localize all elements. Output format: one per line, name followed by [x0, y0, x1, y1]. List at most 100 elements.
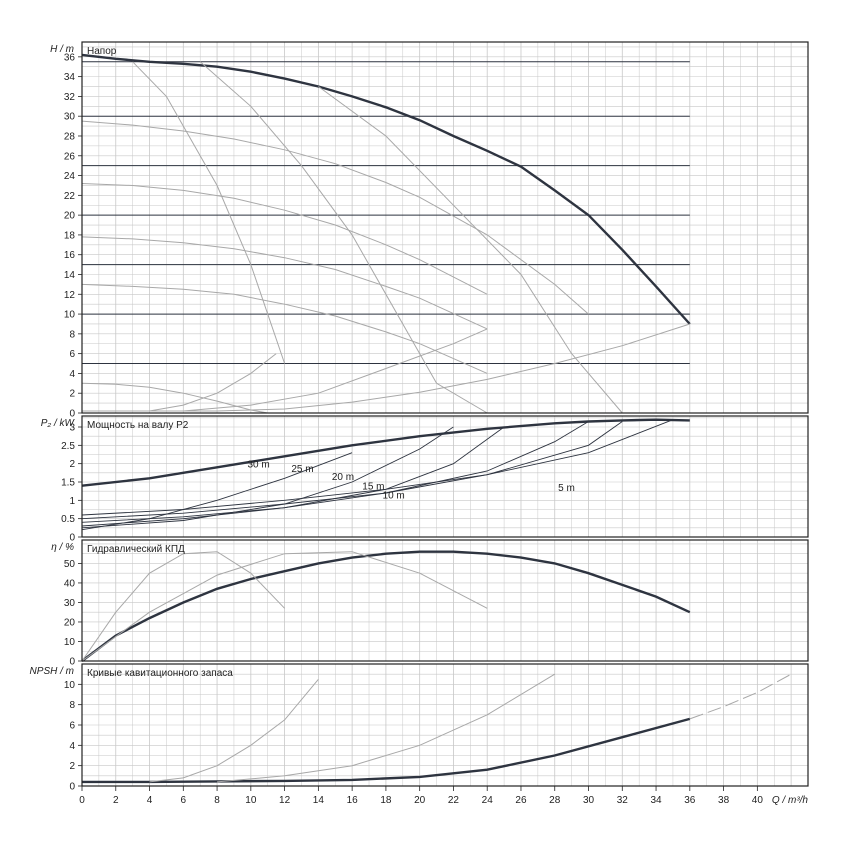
- npsh-ytick-label: 6: [69, 721, 75, 732]
- power-series-setpoint-5: [81, 426, 454, 529]
- power-series-setpoint-3: [81, 421, 589, 523]
- head-frame: [81, 41, 809, 414]
- head-ytick-label: 32: [64, 92, 76, 103]
- power-head-annotation: 15 m: [362, 481, 384, 492]
- efficiency-series-partial-2: [81, 551, 488, 662]
- head-ytick-label: 2: [69, 389, 75, 400]
- x-tick-label: 4: [147, 795, 153, 806]
- head-series-iso-speed-6: [81, 382, 268, 414]
- head-ytick-label: 24: [64, 171, 76, 182]
- x-tick-label: 24: [482, 795, 494, 806]
- head-series-max-speed-0: [81, 53, 691, 325]
- x-tick-label: 0: [79, 795, 85, 806]
- efficiency-panel-title: Гидравлический КПД: [87, 544, 185, 555]
- head-series-iso-speed-5: [81, 283, 488, 374]
- npsh-y-axis-label: NPSH / m: [30, 666, 74, 677]
- head-ytick-label: 6: [69, 349, 75, 360]
- head-ytick-label: 22: [64, 191, 76, 202]
- npsh-ytick-label: 10: [64, 680, 76, 691]
- efficiency-ytick-label: 20: [64, 617, 76, 628]
- power-head-annotation: 30 m: [247, 459, 269, 470]
- head-ytick-label: 0: [69, 409, 75, 420]
- head-ytick-label: 26: [64, 151, 76, 162]
- x-tick-label: 18: [380, 795, 392, 806]
- x-tick-label: 14: [313, 795, 325, 806]
- x-tick-label: 36: [684, 795, 696, 806]
- power-head-annotation: 20 m: [332, 472, 354, 483]
- head-ytick-label: 18: [64, 230, 76, 241]
- x-tick-label: 38: [718, 795, 730, 806]
- x-tick-label: 40: [752, 795, 764, 806]
- x-tick-label: 12: [279, 795, 291, 806]
- npsh-ytick-label: 2: [69, 761, 75, 772]
- head-ytick-label: 8: [69, 329, 75, 340]
- x-tick-label: 20: [414, 795, 426, 806]
- x-axis-label: Q / m³/h: [772, 795, 809, 806]
- x-tick-label: 6: [181, 795, 187, 806]
- power-head-annotation: 10 m: [383, 491, 405, 502]
- x-tick-label: 8: [214, 795, 220, 806]
- x-tick-label: 10: [245, 795, 257, 806]
- npsh-grid: [82, 663, 808, 787]
- head-ytick-label: 34: [64, 72, 76, 83]
- head-series-efficiency-iso-8: [199, 61, 488, 414]
- head-series-efficiency-iso-9: [318, 86, 623, 414]
- head-panel-title: Напор: [87, 46, 117, 57]
- head-ytick-label: 12: [64, 290, 76, 301]
- power-ytick-label: 0.5: [61, 514, 75, 525]
- head-ytick-label: 30: [64, 112, 76, 123]
- head-ytick-label: 36: [64, 52, 76, 63]
- head-y-axis-label: H / m: [50, 44, 74, 55]
- head-ytick-label: 16: [64, 250, 76, 261]
- efficiency-ytick-label: 40: [64, 578, 76, 589]
- power-series-setpoint-6: [81, 452, 353, 531]
- power-ytick-label: 2: [69, 459, 75, 470]
- x-tick-label: 32: [617, 795, 629, 806]
- npsh-series-partial-3: [217, 673, 555, 783]
- x-tick-label: 34: [650, 795, 662, 806]
- efficiency-y-axis-label: η / %: [51, 542, 74, 553]
- efficiency-ytick-label: 10: [64, 637, 76, 648]
- npsh-panel-title: Кривые кавитационного запаса: [87, 668, 233, 679]
- efficiency-ytick-label: 30: [64, 598, 76, 609]
- power-ytick-label: 2.5: [61, 441, 75, 452]
- head-series-iso-speed-3: [81, 183, 488, 295]
- npsh-series-partial-2: [149, 678, 319, 783]
- power-ytick-label: 0: [69, 533, 75, 544]
- power-ytick-label: 3: [69, 423, 75, 434]
- x-tick-label: 30: [583, 795, 595, 806]
- head-series-system-11: [183, 328, 488, 412]
- power-series-setpoint-1: [81, 419, 674, 516]
- x-tick-label: 2: [113, 795, 119, 806]
- efficiency-grid: [82, 540, 808, 662]
- efficiency-ytick-label: 50: [64, 559, 76, 570]
- head-grid: [82, 42, 808, 414]
- power-y-axis-label: P₂ / kW: [41, 418, 76, 429]
- head-ytick-label: 14: [64, 270, 76, 281]
- power-head-annotation: 5 m: [558, 483, 575, 494]
- efficiency-series-max-speed-0: [81, 550, 691, 662]
- x-tick-label: 16: [347, 795, 359, 806]
- power-head-annotation: 25 m: [291, 464, 313, 475]
- head-series-iso-speed-2: [81, 120, 589, 315]
- power-ytick-label: 1: [69, 496, 75, 507]
- power-frame: [81, 415, 809, 538]
- head-ytick-label: 10: [64, 310, 76, 321]
- head-ytick-label: 4: [69, 369, 75, 380]
- head-ytick-label: 20: [64, 211, 76, 222]
- x-tick-label: 22: [448, 795, 460, 806]
- head-ytick-label: 28: [64, 131, 76, 142]
- head-series-iso-speed-4: [81, 236, 488, 330]
- x-tick-label: 26: [515, 795, 527, 806]
- power-series-max-speed-0: [81, 418, 690, 487]
- npsh-series-max-speed-0: [82, 717, 691, 784]
- efficiency-frame: [81, 539, 809, 662]
- npsh-ytick-label: 0: [69, 782, 75, 793]
- head-series-system-10: [149, 353, 277, 412]
- x-tick-label: 28: [549, 795, 561, 806]
- efficiency-series-partial-1: [81, 551, 285, 662]
- efficiency-ytick-label: 0: [69, 657, 75, 668]
- power-ytick-label: 1.5: [61, 478, 75, 489]
- npsh-frame: [81, 663, 809, 787]
